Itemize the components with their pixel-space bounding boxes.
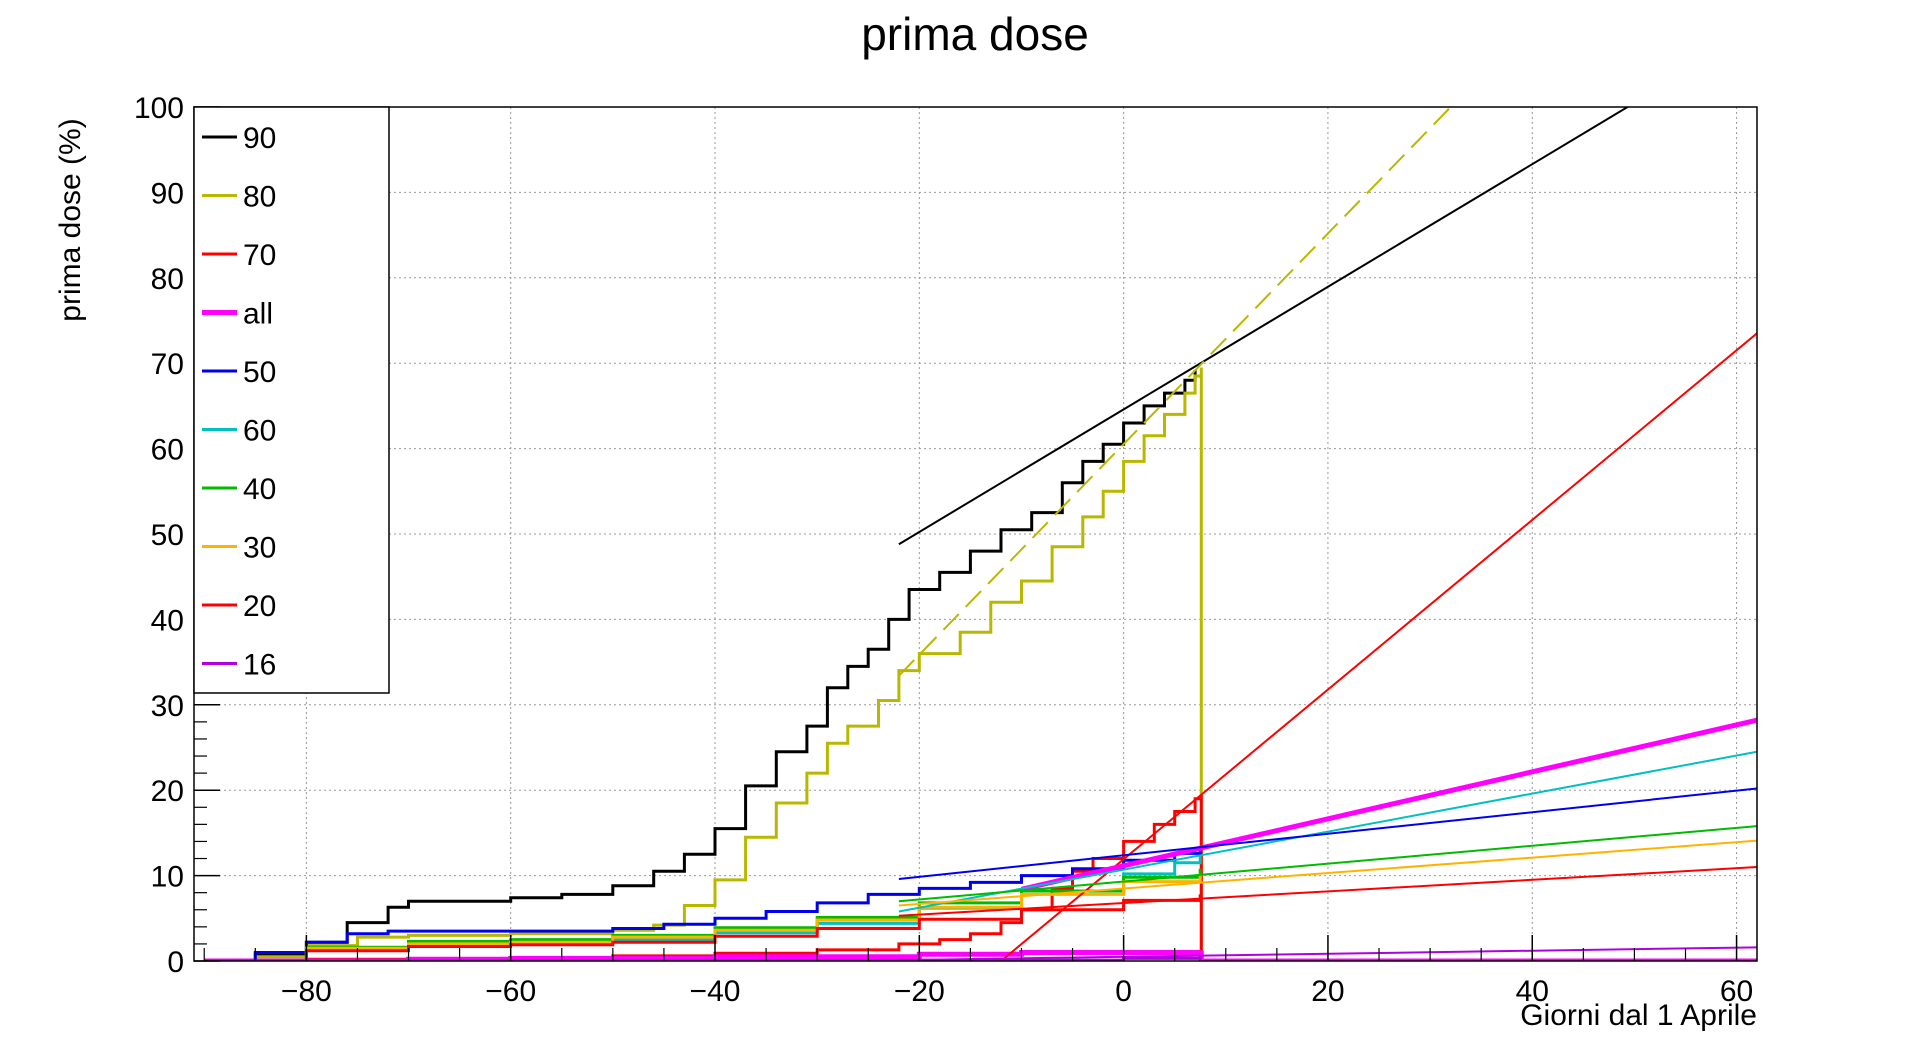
y-axis-label: prima dose (%) bbox=[54, 118, 87, 321]
legend-80-label: 80 bbox=[243, 181, 276, 214]
series-90-line bbox=[204, 370, 1197, 961]
chart-title: prima dose bbox=[861, 8, 1089, 60]
x-tick-label: −60 bbox=[485, 975, 536, 1008]
legend-70-label: 70 bbox=[243, 239, 276, 272]
x-tick-label: 60 bbox=[1720, 975, 1753, 1008]
x-tick-label: 20 bbox=[1311, 975, 1344, 1008]
legend-30-label: 30 bbox=[243, 532, 276, 565]
y-tick-label: 50 bbox=[151, 519, 184, 552]
legend: 90 80 70 all 50 60 40 30 20 16 bbox=[193, 106, 390, 694]
x-tick-label: 0 bbox=[1115, 975, 1132, 1008]
y-tick-label: 40 bbox=[151, 604, 184, 637]
y-tick-label: 30 bbox=[151, 690, 184, 723]
legend-all-label: all bbox=[243, 298, 273, 331]
x-tick-label: −80 bbox=[281, 975, 332, 1008]
legend-box bbox=[193, 106, 390, 694]
y-tick-label: 20 bbox=[151, 775, 184, 808]
x-axis-label: Giorni dal 1 Aprile bbox=[1520, 999, 1757, 1032]
grid bbox=[194, 107, 1757, 961]
y-tick-label: 70 bbox=[151, 348, 184, 381]
fit-line-90 bbox=[898, 107, 1630, 546]
fit-line-all bbox=[1020, 717, 1757, 892]
series-80-line bbox=[204, 367, 1203, 961]
fit-line-30 bbox=[898, 839, 1757, 907]
fit-line-70 bbox=[1000, 332, 1757, 961]
y-tick-label: 90 bbox=[151, 177, 184, 210]
legend-90-label: 90 bbox=[243, 122, 276, 155]
legend-60-label: 60 bbox=[243, 415, 276, 448]
x-tick-label: 40 bbox=[1516, 975, 1549, 1008]
x-tick-label: −20 bbox=[894, 975, 945, 1008]
y-tick-label: 80 bbox=[151, 263, 184, 296]
fit-line-20 bbox=[898, 866, 1757, 917]
legend-20-label: 20 bbox=[243, 590, 276, 623]
fit-line-40 bbox=[898, 825, 1757, 903]
x-tick-label: −40 bbox=[690, 975, 741, 1008]
legend-50-label: 50 bbox=[243, 356, 276, 389]
y-tick-label: 10 bbox=[151, 861, 184, 894]
legend-16-label: 16 bbox=[243, 649, 276, 682]
legend-40-label: 40 bbox=[243, 473, 276, 506]
y-tick-label: 100 bbox=[134, 92, 184, 125]
y-tick-label: 60 bbox=[151, 434, 184, 467]
y-tick-label: 0 bbox=[167, 946, 184, 979]
fit-line-80 bbox=[898, 107, 1453, 677]
fit-line-60 bbox=[898, 750, 1757, 913]
axes: −80 −60 −40 −20 0 20 40 60 0 10 20 30 40 50 60 70 80 90 10… bbox=[134, 92, 1753, 1008]
series-50-line bbox=[204, 848, 1202, 961]
fit-line-50 bbox=[898, 787, 1757, 881]
